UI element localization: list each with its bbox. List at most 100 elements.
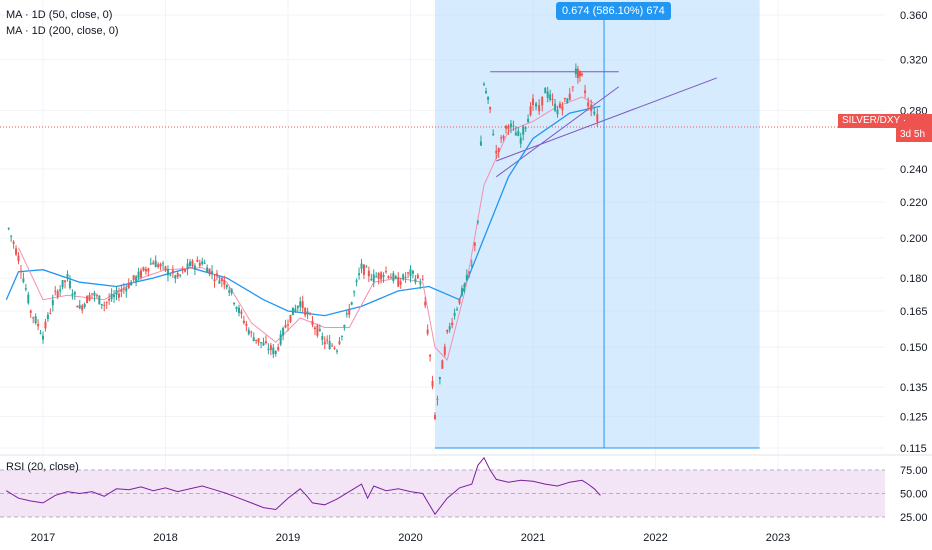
price-tick-label: 0.220 — [900, 197, 928, 209]
rsi-legend[interactable]: RSI (20, close) — [6, 461, 79, 473]
rsi-levels — [0, 469, 885, 518]
candle-body — [181, 269, 184, 271]
candle-body — [189, 261, 191, 267]
candle-body — [336, 350, 338, 352]
candle-body — [453, 312, 456, 317]
candles — [7, 63, 599, 421]
candle-body — [505, 125, 508, 129]
candle-body — [328, 341, 331, 350]
time-tick-label: 2017 — [31, 532, 55, 544]
candle-body — [159, 263, 162, 267]
candle-body — [12, 241, 15, 244]
candle-body — [242, 320, 245, 323]
candle-body — [213, 279, 216, 282]
candle-body — [7, 228, 10, 230]
candle-body — [39, 332, 42, 334]
candle-body — [54, 290, 57, 292]
candle-body — [206, 267, 209, 273]
candle-body — [78, 305, 81, 309]
candle-body — [576, 68, 579, 79]
candle-body — [360, 263, 363, 269]
candle-body — [392, 273, 395, 281]
candle-body — [387, 276, 390, 278]
candle-body — [115, 290, 118, 295]
candle-body — [81, 305, 84, 311]
candle-body — [479, 141, 482, 146]
candle-body — [135, 276, 138, 282]
candle-body — [264, 341, 267, 344]
candle-body — [377, 273, 380, 280]
candle-body — [152, 262, 155, 265]
candle-body — [91, 293, 93, 295]
candle-body — [434, 415, 436, 419]
candle-body — [358, 273, 361, 276]
candle-body — [34, 316, 37, 324]
measure-badge: 0.674 (586.10%) 674 — [556, 2, 671, 20]
measure-range-box[interactable] — [435, 0, 760, 448]
candle-body — [541, 96, 544, 106]
candle-body — [519, 137, 522, 144]
candle-body — [179, 274, 182, 276]
candle-body — [164, 266, 167, 271]
candle-body — [524, 127, 527, 129]
candle-body — [120, 289, 123, 293]
symbol-price-tag: SILVER/DXY · 0.268 — [838, 114, 932, 140]
candle-body — [250, 331, 253, 333]
time-tick-label: 2023 — [766, 532, 790, 544]
candle-body — [326, 339, 329, 341]
countdown-tag: 3d 5h — [896, 128, 932, 142]
candle-body — [274, 350, 277, 354]
candle-body — [380, 272, 383, 280]
ma200-legend[interactable]: MA · 1D (200, close, 0) — [6, 25, 119, 37]
candle-body — [411, 270, 414, 274]
candle-body — [509, 123, 512, 128]
candle-body — [140, 270, 142, 278]
candle-body — [456, 309, 459, 311]
candle-body — [88, 294, 91, 301]
ma50-legend[interactable]: MA · 1D (50, close, 0) — [6, 9, 113, 21]
candle-body — [549, 94, 552, 100]
candle-body — [313, 327, 316, 330]
candle-body — [402, 274, 405, 280]
candle-body — [590, 104, 593, 112]
candle-body — [350, 302, 353, 305]
trendlines — [435, 71, 760, 449]
candle-body — [228, 290, 231, 293]
candle-body — [345, 313, 348, 315]
candle-body — [117, 293, 120, 298]
candle-body — [208, 268, 211, 275]
candle-body — [338, 341, 341, 344]
candle-body — [372, 274, 375, 283]
candle-body — [142, 267, 145, 271]
candle-body — [343, 324, 346, 327]
time-axis: 2017 2018 2019 2020 2021 2022 2023 — [31, 532, 790, 544]
candle-body — [56, 291, 59, 297]
candle-body — [443, 346, 446, 355]
candle-body — [512, 125, 515, 127]
candle-body — [17, 255, 20, 262]
candle-body — [483, 83, 485, 86]
candle-body — [495, 150, 498, 154]
candle-body — [233, 303, 236, 305]
price-tick-label: 0.180 — [900, 273, 928, 285]
price-tick-label: 0.150 — [900, 342, 928, 354]
candle-body — [257, 338, 260, 343]
price-tick-label: 0.115 — [900, 443, 927, 455]
candle-body — [331, 345, 334, 347]
candle-body — [260, 342, 263, 344]
price-tick-label: 0.135 — [900, 382, 928, 394]
candle-body — [473, 242, 476, 246]
candle-body — [240, 311, 243, 314]
candle-body — [137, 271, 140, 278]
candle-body — [186, 263, 189, 270]
candle-body — [316, 325, 319, 336]
candle-body — [203, 262, 206, 264]
price-tick-label: 0.165 — [900, 306, 928, 318]
candle-body — [546, 91, 549, 98]
candle-body — [154, 260, 157, 268]
candle-body — [73, 292, 76, 295]
candle-body — [448, 326, 451, 330]
candle-body — [230, 288, 233, 294]
candle-body — [149, 263, 152, 265]
